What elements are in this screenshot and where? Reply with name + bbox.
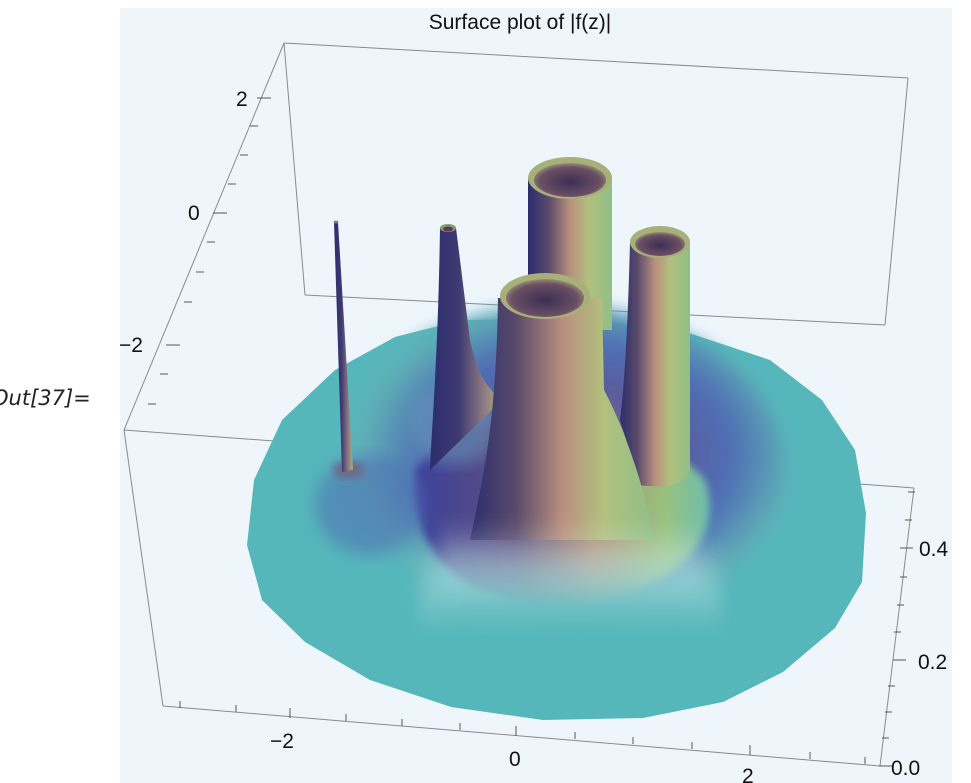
peak-tall-cylinder <box>528 157 612 330</box>
x-tick-label: −2 <box>270 730 294 753</box>
y-tick-label: 2 <box>236 88 248 111</box>
left-dip <box>315 455 425 555</box>
x-tick-label: 2 <box>742 765 754 783</box>
y-tick-label: −2 <box>119 334 143 357</box>
z-tick-label: 0.2 <box>918 651 947 674</box>
peak-thin-spike <box>333 220 365 479</box>
z-tick-label: 0.0 <box>891 757 920 780</box>
peak-front-cylinder <box>470 273 655 540</box>
peak-base-fade <box>440 520 700 620</box>
bounding-box-front <box>123 429 915 767</box>
axis-left-ticks <box>148 97 271 405</box>
axis-right-ticks <box>879 491 915 767</box>
peak-right-cylinder <box>620 226 690 487</box>
z-tick-label: 0.4 <box>919 538 949 561</box>
x-tick-label: 0 <box>509 748 521 771</box>
chart-title: Surface plot of |f(z)| <box>429 11 611 34</box>
output-cell-label: Out[37]= <box>0 386 91 410</box>
y-tick-label: 0 <box>188 202 200 225</box>
axis-bottom-ticks <box>179 701 866 764</box>
peak-narrow-spike <box>430 224 502 470</box>
